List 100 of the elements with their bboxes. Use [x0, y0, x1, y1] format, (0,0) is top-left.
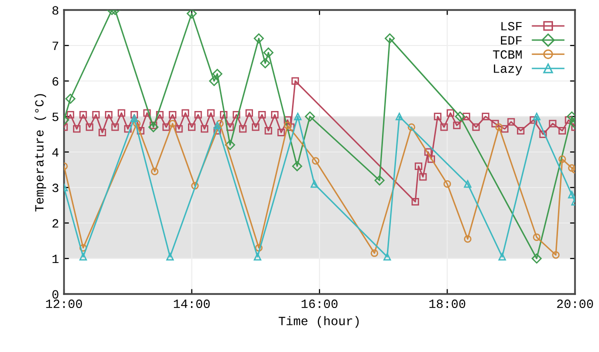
point: [548, 120, 556, 128]
point: [424, 148, 432, 156]
x-tick-label: 18:00: [429, 300, 466, 308]
point: [374, 175, 385, 186]
point: [464, 180, 472, 188]
y-tick-label: 4: [52, 148, 59, 157]
point: [291, 77, 299, 85]
point: [182, 109, 190, 117]
point: [136, 126, 144, 134]
point: [188, 123, 196, 131]
point: [532, 253, 542, 264]
point: [258, 110, 266, 118]
point: [558, 126, 566, 134]
point: [168, 120, 176, 128]
point: [86, 123, 94, 131]
point: [310, 180, 318, 188]
point: [214, 122, 222, 130]
point: [454, 111, 466, 122]
point: [143, 109, 151, 117]
legend-label: EDF: [500, 36, 522, 44]
point: [263, 48, 274, 58]
point: [462, 112, 470, 120]
point: [118, 109, 126, 117]
point: [284, 116, 292, 124]
point: [568, 164, 575, 172]
point: [186, 10, 197, 19]
point: [568, 190, 575, 198]
point: [500, 125, 508, 133]
point: [98, 128, 106, 136]
point: [200, 125, 208, 133]
point: [216, 120, 224, 128]
y-tick-label: 5: [52, 112, 58, 122]
point: [254, 33, 264, 44]
point: [558, 155, 566, 163]
point: [552, 251, 560, 259]
point: [226, 123, 234, 131]
x-axis-title: Time (hour): [278, 316, 359, 328]
point: [124, 125, 132, 133]
point: [104, 110, 112, 118]
y-tick-label: 6: [52, 77, 58, 86]
point: [472, 123, 480, 131]
point: [133, 120, 141, 128]
point: [491, 120, 499, 128]
y-tick-label: 2: [52, 219, 58, 228]
point: [194, 110, 202, 118]
point: [277, 128, 285, 136]
x-tick-label: 16:00: [302, 300, 338, 308]
point: [434, 112, 442, 120]
legend-label: Lazy: [494, 64, 522, 76]
point: [464, 235, 472, 243]
point: [498, 252, 506, 260]
point: [220, 110, 228, 118]
point: [444, 180, 451, 188]
point: [162, 123, 170, 131]
point: [408, 123, 416, 131]
legend-label: LSF: [501, 22, 522, 30]
point: [495, 123, 503, 131]
point: [175, 125, 183, 133]
point: [111, 123, 119, 131]
point: [73, 125, 81, 133]
point: [412, 198, 420, 206]
point: [150, 168, 158, 176]
point: [239, 125, 247, 133]
point: [168, 110, 176, 118]
point: [453, 122, 461, 130]
point: [79, 110, 87, 118]
point: [245, 109, 253, 117]
point: [384, 33, 395, 44]
point: [383, 252, 391, 260]
point: [260, 58, 270, 68]
point: [370, 249, 378, 257]
y-tick-label: 8: [52, 6, 58, 15]
point: [516, 126, 524, 134]
point: [150, 122, 158, 130]
point: [254, 252, 262, 260]
point: [232, 110, 240, 118]
point: [292, 161, 302, 172]
point: [414, 162, 422, 170]
point: [284, 122, 292, 130]
point: [66, 110, 74, 118]
x-tick-label: 12:00: [46, 300, 82, 308]
point: [428, 155, 436, 163]
point: [532, 112, 540, 120]
point: [212, 68, 222, 79]
point: [564, 116, 572, 124]
point: [396, 112, 404, 120]
point: [65, 94, 76, 104]
point: [148, 122, 158, 132]
point: [530, 116, 538, 124]
y-tick-label: 0: [52, 290, 58, 299]
point: [446, 109, 454, 117]
point: [207, 109, 215, 117]
point: [130, 110, 138, 118]
point: [539, 130, 547, 138]
point: [507, 118, 515, 126]
point: [255, 244, 263, 252]
point: [79, 244, 87, 252]
point: [156, 110, 164, 118]
point: [264, 126, 272, 134]
point: [79, 252, 87, 260]
